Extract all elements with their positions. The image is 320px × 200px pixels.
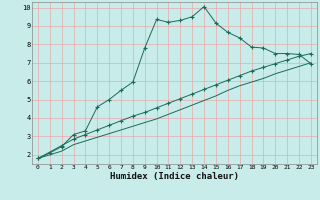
- X-axis label: Humidex (Indice chaleur): Humidex (Indice chaleur): [110, 172, 239, 181]
